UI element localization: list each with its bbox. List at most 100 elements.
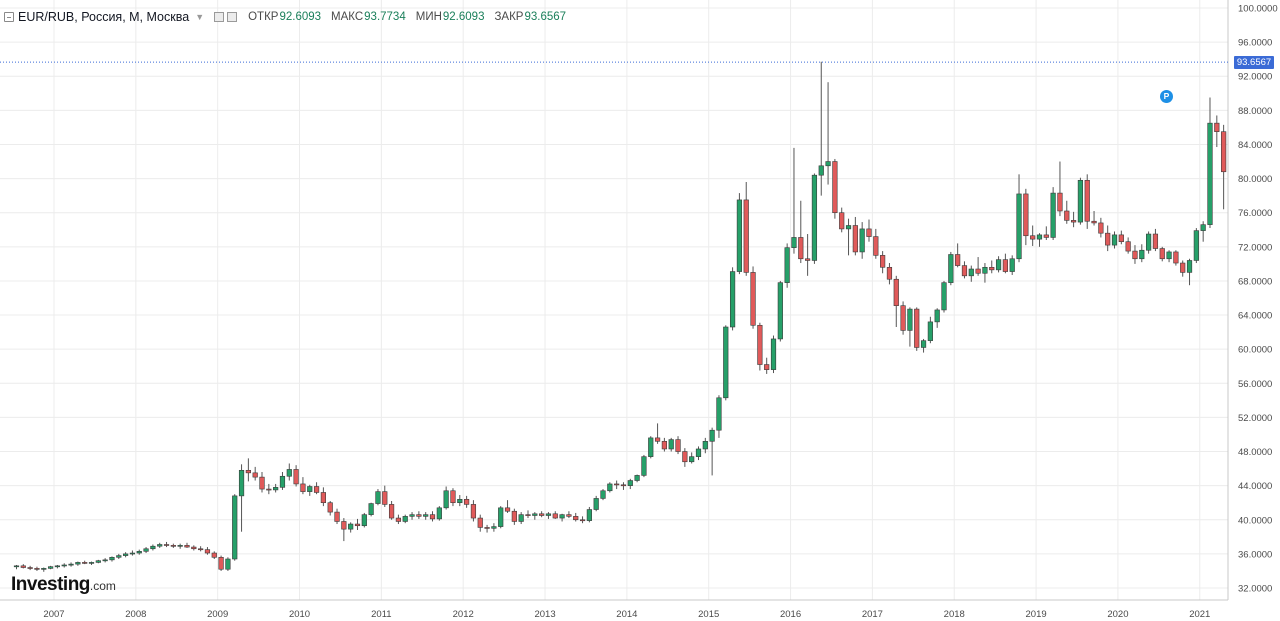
candle[interactable] [620,482,627,490]
candle[interactable] [668,437,674,452]
candle[interactable] [109,556,115,562]
candle[interactable] [1111,231,1118,249]
candle[interactable] [955,243,961,268]
candle[interactable] [1139,244,1145,263]
candle[interactable] [436,506,442,521]
candle[interactable] [627,478,633,490]
candle[interactable] [484,524,490,533]
candle[interactable] [211,551,217,559]
candle[interactable] [989,260,995,274]
candle[interactable] [498,506,504,529]
candle[interactable] [900,301,906,335]
candle[interactable] [634,474,640,483]
candle[interactable] [232,494,238,561]
candle[interactable] [54,564,61,569]
candle[interactable] [852,216,858,256]
candle[interactable] [743,182,749,276]
candle[interactable] [375,489,381,506]
candle[interactable] [450,488,456,507]
candle[interactable] [382,485,388,507]
candle[interactable] [163,541,170,548]
candle[interactable] [1009,255,1015,275]
candle[interactable] [1057,161,1063,217]
candle[interactable] [934,308,940,328]
candle[interactable] [791,147,797,254]
candle[interactable] [689,452,695,464]
candle[interactable] [47,565,54,570]
candle[interactable] [995,256,1002,273]
candle[interactable] [273,483,279,493]
candle[interactable] [327,501,333,516]
candle[interactable] [1221,124,1227,210]
candle[interactable] [477,514,483,532]
candle[interactable] [579,516,586,524]
candle[interactable] [13,564,20,570]
candle[interactable] [1091,211,1097,226]
collapse-icon[interactable] [4,12,14,22]
candle[interactable] [504,500,511,513]
candle[interactable] [818,61,824,196]
candle[interactable] [1016,174,1022,263]
candle[interactable] [675,436,681,455]
candle[interactable] [614,480,620,490]
candle[interactable] [20,564,26,569]
candle[interactable] [464,495,470,508]
candle[interactable] [75,561,81,566]
candle[interactable] [184,542,190,548]
candle[interactable] [777,280,783,342]
candle[interactable] [245,458,251,482]
candle[interactable] [116,553,122,559]
candle[interactable] [770,335,777,374]
candle[interactable] [975,257,981,276]
candle[interactable] [586,506,592,523]
candle[interactable] [286,463,292,481]
candle[interactable] [136,549,142,555]
candle[interactable] [1152,228,1159,252]
symbol-title[interactable]: EUR/RUB, Россия, M, Москва [18,10,190,24]
candle[interactable] [1050,187,1056,240]
candle[interactable] [300,477,306,495]
candle[interactable] [702,437,708,454]
settings-square-icon[interactable] [214,12,225,22]
candle[interactable] [1200,221,1206,242]
candle[interactable] [238,464,245,532]
candle[interactable] [573,512,579,522]
candle[interactable] [600,489,606,501]
candle[interactable] [191,545,197,551]
candle[interactable] [1214,115,1220,148]
candle[interactable] [68,562,74,567]
candle[interactable] [729,267,736,331]
candle[interactable] [1159,246,1165,262]
candle[interactable] [764,357,770,374]
candle[interactable] [177,543,183,549]
candle[interactable] [388,501,395,520]
candle[interactable] [1173,250,1179,266]
candle[interactable] [491,523,497,532]
candle[interactable] [914,307,920,351]
candle[interactable] [204,547,211,555]
candle[interactable] [95,559,101,564]
candle[interactable] [866,219,872,242]
candle[interactable] [811,173,818,264]
candle[interactable] [511,508,517,525]
candle[interactable] [423,512,429,520]
candle[interactable] [539,511,545,518]
candle[interactable] [129,550,136,556]
candle[interactable] [1030,225,1036,246]
candle[interactable] [709,427,715,476]
candle[interactable] [341,518,347,542]
candle[interactable] [279,472,286,490]
candle[interactable] [395,514,402,525]
candle[interactable] [1036,233,1043,247]
candle[interactable] [545,512,552,519]
candle[interactable] [832,158,838,219]
candle[interactable] [1118,230,1124,245]
close-square-icon[interactable] [227,12,238,22]
candle[interactable] [416,511,422,519]
candle[interactable] [313,482,320,495]
candle[interactable] [470,500,477,522]
candle[interactable] [757,322,763,371]
candle[interactable] [1166,250,1172,263]
candle[interactable] [880,251,886,274]
